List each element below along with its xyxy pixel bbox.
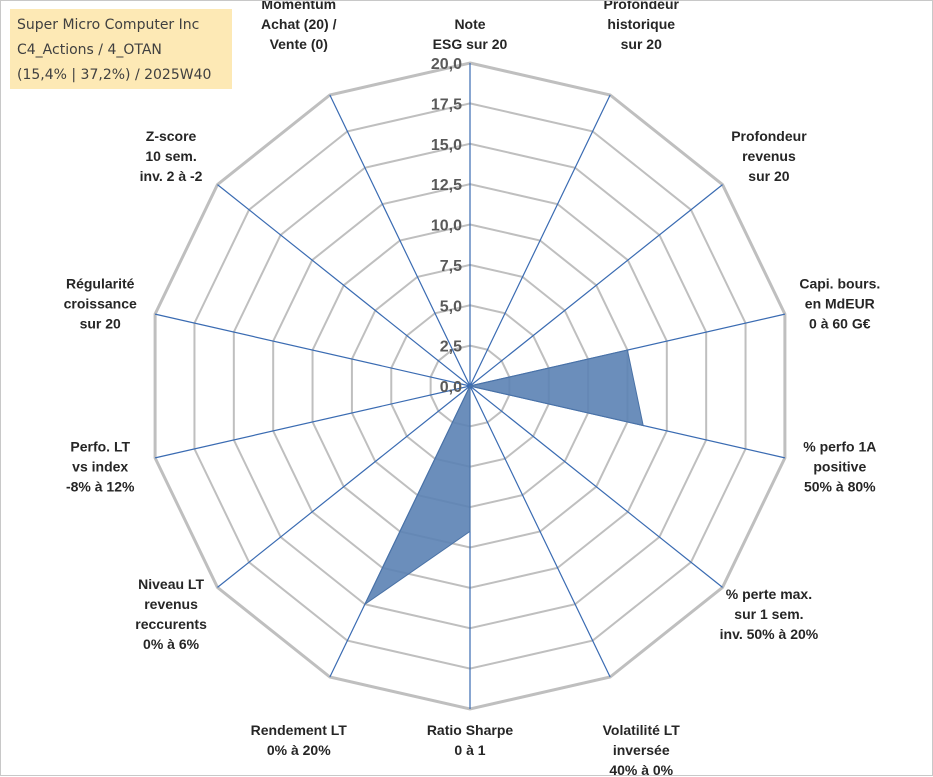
title-line-category: C4_Actions / 4_OTAN (17, 38, 232, 63)
axis-label: % perte max.sur 1 sem.inv. 50% à 20% (720, 586, 819, 642)
tick-label: 12,5 (431, 177, 462, 194)
axis-spoke (470, 95, 610, 386)
tick-label: 15,0 (431, 137, 462, 154)
title-box: Super Micro Computer Inc C4_Actions / 4_… (10, 9, 232, 89)
tick-label: 2,5 (440, 339, 462, 356)
tick-label: 10,0 (431, 218, 462, 235)
tick-label: 7,5 (440, 258, 462, 275)
title-line-company: Super Micro Computer Inc (17, 13, 232, 38)
radar-tick-labels: 0,0 2,5 5,0 7,5 10,0 12,5 15,0 17,5 20,0 (431, 56, 462, 396)
axis-spoke (470, 386, 610, 677)
tick-label: 0,0 (440, 379, 462, 396)
title-line-stats: (15,4% | 37,2%) / 2025W40 (17, 63, 232, 88)
tick-label: 5,0 (440, 298, 462, 315)
tick-label: 20,0 (431, 56, 462, 73)
tick-label: 17,5 (431, 96, 462, 113)
